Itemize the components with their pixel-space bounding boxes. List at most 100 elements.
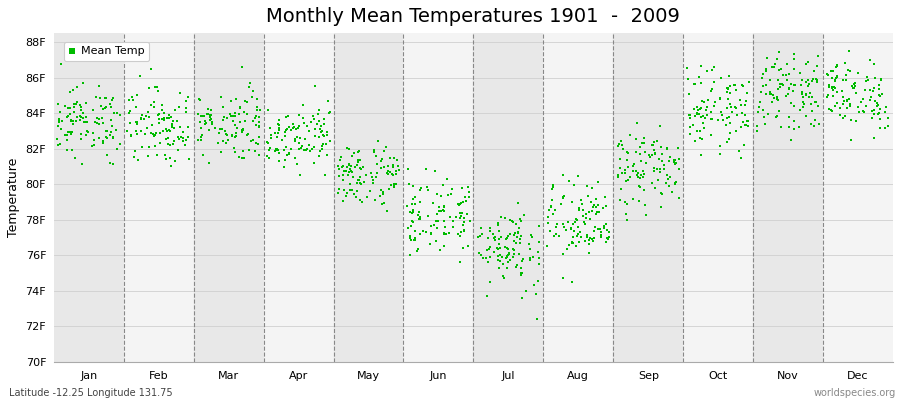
Mean Temp bbox=[70, 114, 85, 120]
Mean Temp bbox=[213, 149, 228, 155]
Mean Temp bbox=[669, 179, 683, 185]
Mean Temp bbox=[291, 134, 305, 140]
Mean Temp bbox=[68, 154, 82, 161]
Mean Temp bbox=[770, 94, 785, 100]
Mean Temp bbox=[644, 151, 659, 158]
Mean Temp bbox=[168, 107, 183, 113]
Mean Temp bbox=[728, 127, 742, 134]
Mean Temp bbox=[333, 154, 347, 161]
Mean Temp bbox=[578, 238, 592, 244]
Mean Temp bbox=[830, 89, 844, 95]
Mean Temp bbox=[129, 118, 143, 125]
Mean Temp bbox=[74, 104, 88, 111]
Mean Temp bbox=[568, 218, 582, 225]
Mean Temp bbox=[331, 163, 346, 169]
Mean Temp bbox=[723, 120, 737, 126]
Mean Temp bbox=[129, 127, 143, 134]
Mean Temp bbox=[584, 208, 598, 214]
Bar bbox=[403, 33, 473, 362]
Mean Temp bbox=[126, 97, 140, 103]
Mean Temp bbox=[724, 103, 739, 110]
Mean Temp bbox=[635, 140, 650, 146]
Mean Temp bbox=[100, 152, 114, 158]
Mean Temp bbox=[403, 234, 418, 241]
Mean Temp bbox=[238, 98, 252, 104]
Mean Temp bbox=[224, 112, 238, 119]
Mean Temp bbox=[127, 154, 141, 160]
Mean Temp bbox=[555, 221, 570, 227]
Mean Temp bbox=[507, 247, 521, 253]
Mean Temp bbox=[158, 152, 173, 158]
Mean Temp bbox=[279, 114, 293, 120]
Mean Temp bbox=[782, 71, 796, 77]
Mean Temp bbox=[272, 117, 286, 123]
Mean Temp bbox=[491, 236, 506, 242]
Mean Temp bbox=[197, 121, 211, 128]
Mean Temp bbox=[760, 54, 775, 61]
Mean Temp bbox=[401, 181, 416, 188]
Mean Temp bbox=[878, 109, 893, 115]
Mean Temp bbox=[739, 98, 753, 104]
Mean Temp bbox=[733, 96, 747, 103]
Mean Temp bbox=[351, 177, 365, 183]
Mean Temp bbox=[856, 108, 870, 114]
Mean Temp bbox=[530, 249, 544, 256]
Mean Temp bbox=[161, 141, 176, 148]
Mean Temp bbox=[567, 182, 581, 188]
Mean Temp bbox=[846, 85, 860, 91]
Mean Temp bbox=[871, 111, 886, 118]
Mean Temp bbox=[407, 237, 421, 244]
Mean Temp bbox=[491, 257, 506, 264]
Mean Temp bbox=[142, 114, 157, 121]
Mean Temp bbox=[508, 230, 522, 236]
Mean Temp bbox=[825, 84, 840, 91]
Mean Temp bbox=[220, 136, 235, 143]
Mean Temp bbox=[103, 132, 117, 138]
Mean Temp bbox=[157, 115, 171, 122]
Mean Temp bbox=[238, 117, 252, 124]
Mean Temp bbox=[178, 142, 193, 148]
Mean Temp bbox=[572, 228, 587, 235]
Mean Temp bbox=[54, 125, 68, 132]
Mean Temp bbox=[805, 77, 819, 84]
Mean Temp bbox=[862, 87, 877, 93]
Mean Temp bbox=[282, 151, 296, 158]
Mean Temp bbox=[128, 148, 142, 154]
Mean Temp bbox=[759, 91, 773, 98]
Mean Temp bbox=[582, 209, 597, 215]
Mean Temp bbox=[532, 260, 546, 267]
Mean Temp bbox=[564, 240, 579, 246]
Mean Temp bbox=[755, 74, 770, 81]
Mean Temp bbox=[803, 90, 817, 96]
Mean Temp bbox=[106, 134, 121, 140]
Mean Temp bbox=[788, 81, 802, 88]
Mean Temp bbox=[860, 74, 875, 80]
Mean Temp bbox=[796, 94, 810, 100]
Mean Temp bbox=[579, 215, 593, 222]
Mean Temp bbox=[705, 116, 719, 123]
Mean Temp bbox=[843, 103, 858, 109]
Mean Temp bbox=[822, 82, 836, 88]
Mean Temp bbox=[623, 174, 637, 180]
Mean Temp bbox=[545, 182, 560, 188]
Mean Temp bbox=[742, 78, 756, 85]
Mean Temp bbox=[757, 114, 771, 120]
Text: Latitude -12.25 Longitude 131.75: Latitude -12.25 Longitude 131.75 bbox=[9, 388, 173, 398]
Mean Temp bbox=[689, 110, 704, 116]
Mean Temp bbox=[671, 166, 686, 172]
Mean Temp bbox=[51, 118, 66, 125]
Mean Temp bbox=[235, 155, 249, 162]
Mean Temp bbox=[436, 206, 450, 213]
Mean Temp bbox=[614, 137, 628, 144]
Mean Temp bbox=[94, 103, 108, 110]
Mean Temp bbox=[759, 82, 773, 88]
Mean Temp bbox=[159, 128, 174, 134]
Mean Temp bbox=[653, 204, 668, 210]
Mean Temp bbox=[615, 170, 629, 176]
Mean Temp bbox=[306, 160, 320, 166]
Mean Temp bbox=[706, 78, 721, 85]
Mean Temp bbox=[750, 123, 764, 130]
Mean Temp bbox=[506, 254, 520, 260]
Mean Temp bbox=[800, 76, 814, 83]
Mean Temp bbox=[834, 88, 849, 95]
